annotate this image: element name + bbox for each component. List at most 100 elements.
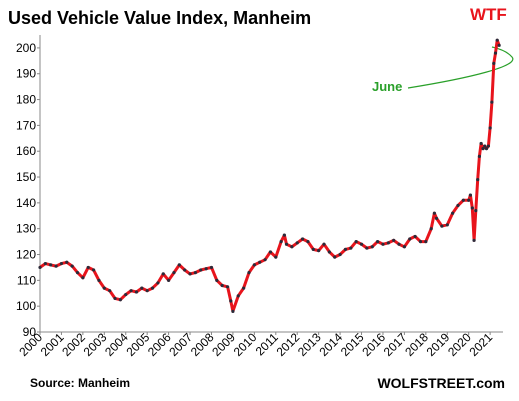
point [327, 250, 331, 254]
point [492, 61, 496, 66]
point [338, 252, 342, 257]
point [484, 147, 489, 151]
point [497, 43, 501, 47]
point [493, 51, 498, 55]
point [172, 271, 176, 275]
point [333, 255, 337, 259]
point [470, 206, 474, 210]
point [209, 265, 214, 270]
point [343, 247, 348, 251]
point [65, 260, 69, 264]
point [124, 292, 128, 297]
point [204, 267, 208, 271]
point [376, 240, 380, 244]
point [108, 289, 112, 293]
point [381, 242, 385, 246]
y-tick-label: 160 [16, 144, 36, 158]
point [359, 242, 364, 246]
x-tick-label: 2021 [466, 330, 495, 359]
y-tick-label: 180 [16, 93, 36, 107]
point [317, 249, 321, 253]
point [290, 245, 294, 249]
point [231, 309, 235, 313]
point [43, 261, 47, 266]
point [75, 271, 80, 275]
credit: WOLFSTREET.com [377, 375, 505, 391]
annotation: June [372, 79, 402, 94]
y-tick-label: 90 [23, 325, 37, 339]
source: Source: Manheim [30, 376, 130, 390]
point [193, 271, 198, 275]
point [468, 193, 473, 197]
point [472, 238, 476, 242]
point [483, 144, 487, 148]
y-tick-label: 200 [16, 41, 36, 55]
point [81, 276, 85, 280]
point [258, 260, 262, 264]
annotation-arrow [407, 46, 514, 89]
point [177, 263, 181, 267]
point [274, 255, 278, 259]
point [495, 38, 499, 42]
point [215, 278, 219, 282]
point [429, 227, 433, 231]
point [150, 286, 155, 290]
point [102, 286, 106, 290]
point [413, 234, 417, 239]
point [300, 237, 305, 241]
point [365, 246, 369, 250]
y-tick-label: 140 [16, 196, 36, 210]
point [199, 268, 203, 272]
point [349, 246, 353, 250]
point [242, 286, 246, 290]
point [461, 198, 465, 202]
point [247, 271, 251, 275]
point [225, 285, 230, 289]
point [252, 263, 256, 267]
point [486, 144, 491, 148]
point [477, 154, 482, 158]
point [476, 178, 480, 182]
point [38, 265, 42, 270]
point [268, 250, 273, 254]
point [118, 298, 122, 302]
x-tick-label: 2011 [253, 330, 281, 358]
point [284, 242, 289, 246]
point [113, 296, 117, 301]
point [467, 198, 471, 202]
point [129, 289, 133, 293]
point [445, 223, 449, 227]
y-tick-label: 110 [17, 273, 36, 287]
point [183, 268, 187, 272]
point [161, 272, 165, 276]
point [86, 265, 90, 270]
point [432, 211, 437, 215]
point [229, 299, 233, 303]
point [295, 241, 299, 245]
y-tick-label: 170 [16, 118, 36, 132]
point [392, 238, 396, 242]
point [479, 141, 483, 146]
y-tick-label: 100 [16, 299, 36, 313]
point [156, 281, 160, 285]
point [440, 224, 444, 228]
point [134, 290, 139, 294]
point [488, 126, 492, 130]
point [167, 278, 171, 282]
point [322, 242, 326, 246]
point [311, 247, 315, 251]
point [188, 272, 192, 276]
line [39, 38, 501, 313]
point [236, 294, 240, 298]
point [397, 242, 401, 246]
point [97, 278, 101, 282]
point [49, 263, 53, 267]
point [279, 240, 283, 244]
point [386, 241, 390, 245]
point [481, 147, 485, 151]
point [145, 289, 149, 293]
point [370, 245, 374, 249]
point [418, 240, 423, 244]
point [474, 209, 478, 213]
